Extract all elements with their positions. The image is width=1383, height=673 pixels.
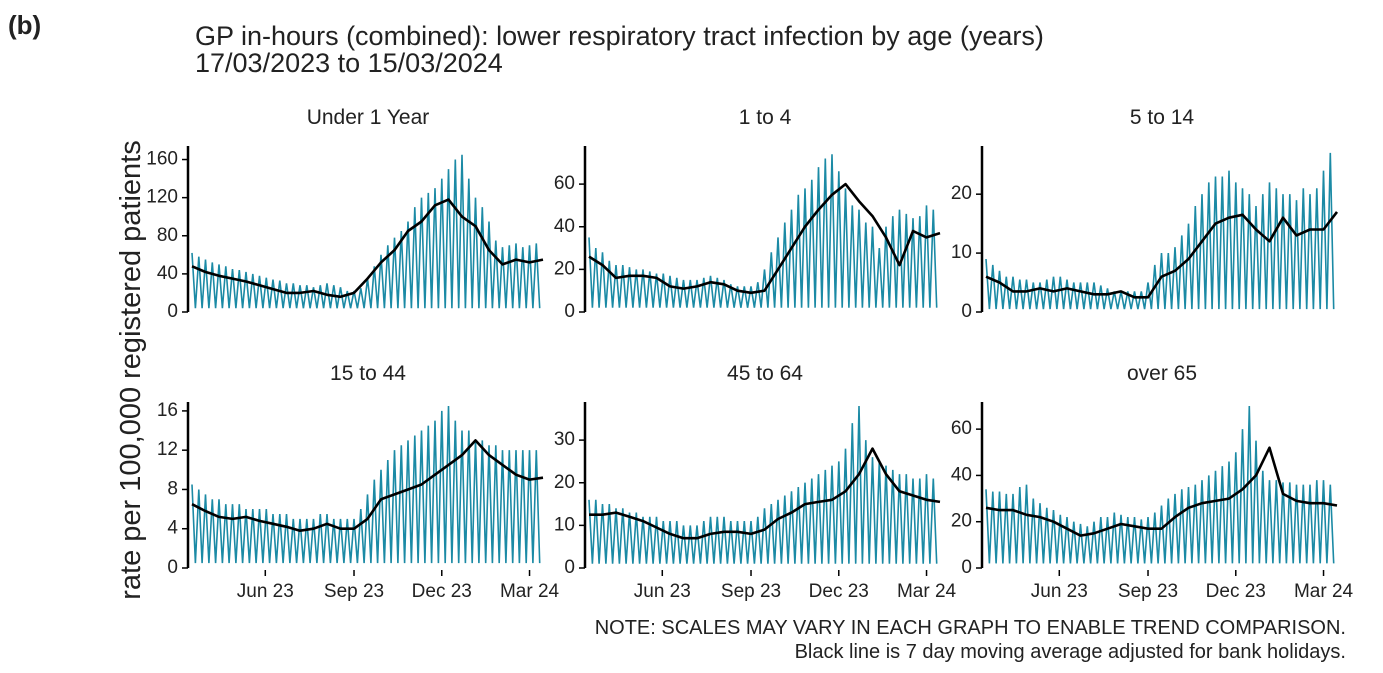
x-tick-label: Sep 23: [1118, 581, 1178, 602]
y-tick-label: 10: [951, 242, 972, 263]
y-tick-label: 0: [564, 301, 575, 322]
y-tick-label: 40: [951, 464, 972, 485]
panel-title: 15 to 44: [330, 362, 406, 385]
x-tick-label: Mar 24: [897, 581, 957, 602]
y-tick-label: 0: [961, 301, 972, 322]
y-tick-label: 20: [554, 472, 575, 493]
x-tick-label: Sep 23: [324, 581, 384, 602]
daily-line: [985, 405, 1335, 564]
y-tick-label: 80: [157, 225, 178, 246]
y-tick-label: 0: [167, 301, 178, 322]
x-tick-label: Mar 24: [500, 581, 560, 602]
y-tick-label: 120: [146, 187, 178, 208]
moving-average-line: [589, 447, 941, 540]
y-tick-label: 60: [554, 173, 575, 194]
y-tick-label: 0: [961, 557, 972, 578]
y-tick-label: 8: [167, 478, 178, 499]
y-tick-label: 10: [554, 514, 575, 535]
y-tick-label: 40: [157, 263, 178, 284]
daily-line: [191, 405, 541, 564]
x-tick-label: Jun 23: [1031, 581, 1088, 602]
y-tick-label: 40: [554, 216, 575, 237]
y-tick-label: 12: [157, 439, 178, 460]
y-tick-label: 4: [167, 518, 178, 539]
panel-title: 1 to 4: [739, 106, 792, 129]
note: Black line is 7 day moving average adjus…: [795, 641, 1346, 663]
moving-average-line: [191, 439, 544, 532]
y-tick-label: 30: [554, 429, 575, 450]
y-tick-label: 20: [554, 258, 575, 279]
y-tick-label: 16: [157, 400, 178, 421]
chart-title: GP in-hours (combined): lower respirator…: [195, 21, 1044, 51]
x-tick-label: Jun 23: [237, 581, 294, 602]
moving-average-line: [191, 198, 544, 299]
moving-average-line: [985, 211, 1339, 299]
x-tick-label: Dec 23: [1206, 581, 1266, 602]
x-tick-label: Sep 23: [721, 581, 781, 602]
daily-line: [588, 154, 938, 308]
y-tick-label: 160: [146, 149, 178, 170]
y-tick-label: 60: [951, 418, 972, 439]
panel-label: (b): [8, 10, 41, 40]
daily-line: [588, 405, 938, 564]
moving-average-line: [985, 446, 1338, 537]
chart-subtitle: 17/03/2023 to 15/03/2024: [195, 48, 503, 78]
x-tick-label: Dec 23: [412, 581, 472, 602]
y-tick-label: 0: [167, 557, 178, 578]
x-tick-label: Mar 24: [1294, 581, 1354, 602]
daily-line: [191, 154, 541, 309]
y-axis-label: rate per 100,000 registered patients: [115, 140, 147, 599]
y-tick-label: 20: [951, 511, 972, 532]
note: NOTE: SCALES MAY VARY IN EACH GRAPH TO E…: [595, 617, 1346, 639]
y-tick-label: 20: [951, 183, 972, 204]
panel-title: over 65: [1127, 362, 1197, 385]
y-tick-label: 0: [564, 557, 575, 578]
panel-title: Under 1 Year: [307, 106, 430, 129]
x-tick-label: Jun 23: [634, 581, 691, 602]
x-tick-label: Dec 23: [809, 581, 869, 602]
panel-title: 45 to 64: [727, 362, 803, 385]
panel-title: 5 to 14: [1130, 106, 1195, 129]
moving-average-line: [588, 182, 941, 295]
daily-line: [985, 152, 1335, 310]
